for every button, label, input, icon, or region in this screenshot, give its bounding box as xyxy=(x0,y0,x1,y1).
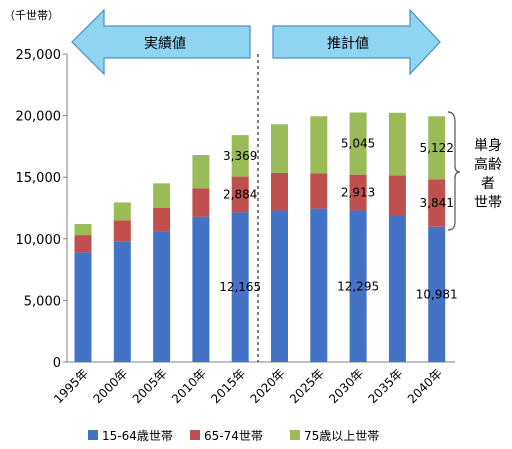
bar-segment-3 xyxy=(192,155,210,189)
bar-segment-2 xyxy=(349,174,367,211)
data-label: 12,295 xyxy=(337,279,379,293)
data-label: 2,913 xyxy=(341,186,375,200)
data-label: 5,045 xyxy=(341,137,375,151)
legend-label: 15-64歳世帯 xyxy=(102,429,173,443)
legend: 15-64歳世帯 65-74世帯 75歳以上世帯 xyxy=(88,429,379,443)
bar-segment-2 xyxy=(74,235,92,253)
actual-arrow-shape xyxy=(71,8,251,76)
x-tick-label: 2010年 xyxy=(169,366,209,406)
bar-segment-1 xyxy=(388,216,406,362)
projected-arrow-label: 推計値 xyxy=(327,36,369,52)
bar-segment-3 xyxy=(74,224,92,236)
data-label: 12,165 xyxy=(219,280,261,294)
x-tick-label: 2035年 xyxy=(366,366,406,406)
bar-segment-3 xyxy=(153,183,171,208)
unit-label: （千世帯） xyxy=(4,9,59,22)
bar-segment-1 xyxy=(271,210,288,362)
bar-segment-3 xyxy=(388,112,406,176)
y-tick-label: 15,000 xyxy=(16,171,62,186)
bar-segment-1 xyxy=(153,231,171,362)
bar-segment-2 xyxy=(231,176,249,213)
bar-segment-2 xyxy=(428,179,446,227)
bar-segment-3 xyxy=(271,124,288,173)
bar-segment-3 xyxy=(310,116,328,174)
data-label: 5,122 xyxy=(420,141,454,155)
y-tick-label: 0 xyxy=(53,356,61,371)
x-tick-label: 2020年 xyxy=(248,366,288,406)
bar-segment-1 xyxy=(192,216,210,362)
bracket-label-line: 者 xyxy=(481,176,495,192)
x-tick-label: 2000年 xyxy=(90,366,130,406)
data-label: 3,369 xyxy=(223,149,257,163)
elderly-bracket xyxy=(447,111,461,231)
x-axis-labels: 1995年 2000年 2005年 2010年 2015年 2020年 2025年 2030年… xyxy=(51,366,445,406)
bar-segment-2 xyxy=(113,220,131,242)
x-tick-label: 2040年 xyxy=(405,366,445,406)
bar-segment-1 xyxy=(74,252,92,362)
data-label: 10,981 xyxy=(416,287,458,301)
legend-label: 75歳以上世帯 xyxy=(304,429,379,443)
bar-segment-2 xyxy=(192,188,210,217)
bar-segment-2 xyxy=(271,172,288,211)
y-tick-label: 20,000 xyxy=(16,110,62,125)
bracket-label-line: 世帯 xyxy=(474,195,502,211)
bar-segment-1 xyxy=(231,212,249,362)
bar-segment-1 xyxy=(428,226,446,362)
bars xyxy=(74,112,446,362)
bar-segment-2 xyxy=(388,175,406,217)
y-axis-ticks: 0 5,000 10,000 15,000 20,000 25,000 xyxy=(16,48,67,371)
legend-swatch xyxy=(290,430,300,440)
x-tick-label: 2025年 xyxy=(287,366,327,406)
bar-segment-3 xyxy=(349,112,367,175)
bracket-label-line: 単身 xyxy=(474,138,502,154)
projected-arrow: 推計値 xyxy=(272,8,441,76)
data-label: 3,841 xyxy=(420,196,454,210)
bar-segment-3 xyxy=(113,202,131,221)
legend-swatch xyxy=(88,430,98,440)
bar-segment-1 xyxy=(113,241,131,362)
bracket-label-line: 高齢 xyxy=(474,156,502,173)
x-tick-label: 2030年 xyxy=(326,366,366,406)
actual-arrow-label: 実績値 xyxy=(144,36,186,52)
x-tick-label: 2015年 xyxy=(208,366,248,406)
x-tick-label: 1995年 xyxy=(51,366,91,406)
legend-swatch xyxy=(190,430,200,440)
bar-segment-1 xyxy=(310,208,328,362)
bar-segment-3 xyxy=(428,116,446,180)
bar-segment-3 xyxy=(231,135,249,177)
actual-arrow: 実績値 xyxy=(71,8,251,76)
data-labels: 12,165 2,884 3,369 12,295 2,913 5,045 10,981 3,… xyxy=(219,137,458,302)
bar-segment-2 xyxy=(310,173,328,209)
bar-segment-1 xyxy=(349,210,367,362)
y-tick-label: 25,000 xyxy=(16,48,62,63)
x-tick-label: 2005年 xyxy=(130,366,170,406)
y-tick-label: 5,000 xyxy=(24,294,61,309)
y-tick-label: 10,000 xyxy=(16,233,62,248)
bar-segment-2 xyxy=(153,208,171,232)
legend-label: 65-74世帯 xyxy=(204,429,263,443)
data-label: 2,884 xyxy=(223,187,257,201)
projected-arrow-shape xyxy=(272,8,441,76)
